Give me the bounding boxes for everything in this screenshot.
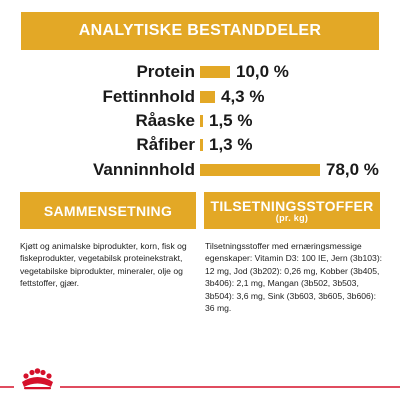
additives-title: TILSETNINGSSTOFFER (210, 197, 374, 214)
nutrition-bar (200, 66, 230, 78)
nutrition-label: Råaske (135, 111, 195, 130)
composition-text: Kjøtt og animalske biprodukter, korn, fi… (20, 241, 187, 289)
nutrition-label: Vanninnhold (93, 160, 195, 179)
nutrition-label: Protein (136, 62, 195, 81)
nutrition-row: Råaske 1,5 % (0, 110, 400, 132)
additives-subtitle: (pr. kg) (275, 212, 309, 223)
composition-banner: SAMMENSETNING (20, 192, 196, 229)
composition-title: SAMMENSETNING (43, 202, 173, 219)
royal-crown-logo-icon (0, 360, 400, 400)
nutrition-row: Vanninnhold 78,0 % (0, 159, 400, 181)
nutrition-row: Råfiber 1,3 % (0, 134, 400, 156)
nutrition-value: 10,0 % (236, 62, 289, 81)
nutrition-bar (200, 91, 215, 103)
nutrition-bar (200, 139, 203, 151)
nutrition-value: 1,5 % (209, 111, 253, 130)
analytics-banner: ANALYTISKE BESTANDDELER (21, 12, 379, 50)
nutrition-row: Protein 10,0 % (0, 61, 400, 83)
nutrition-label: Fettinnhold (102, 87, 195, 106)
analytics-title: ANALYTISKE BESTANDDELER (78, 22, 322, 39)
nutrition-row: Fettinnhold 4,3 % (0, 86, 400, 108)
nutrition-bar (200, 115, 203, 127)
additives-banner: TILSETNINGSSTOFFER (pr. kg) (204, 192, 380, 229)
nutrition-label: Råfiber (136, 135, 195, 154)
nutrition-value: 1,3 % (209, 135, 253, 154)
nutrition-value: 78,0 % (326, 160, 379, 179)
nutrition-bar (200, 164, 320, 176)
nutrition-value: 4,3 % (221, 87, 265, 106)
additives-text: Tilsetningsstoffer med ernæringsmessige … (205, 241, 383, 314)
